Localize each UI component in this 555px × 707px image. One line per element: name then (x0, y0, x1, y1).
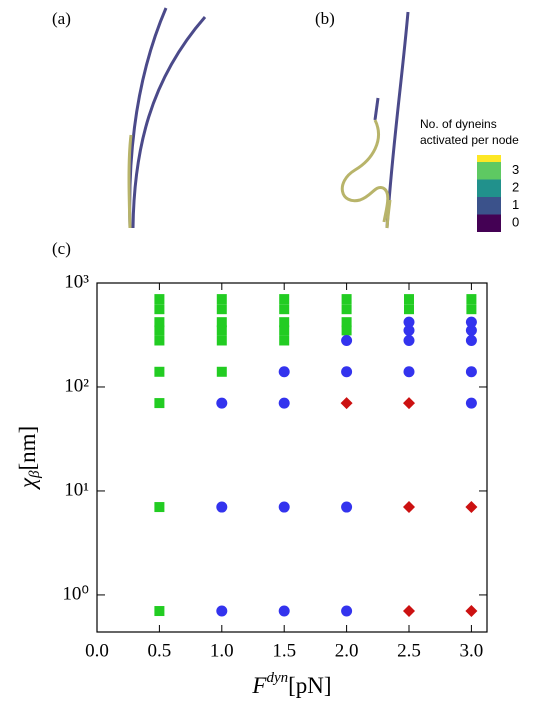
square-marker (216, 325, 227, 336)
panel-label: (a) (52, 9, 71, 28)
y-axis-label: χβ[nm] (15, 426, 43, 490)
x-tick-label: 1.0 (210, 640, 234, 661)
square-marker (341, 325, 352, 336)
square-marker (466, 304, 477, 315)
x-label-sup: dyn (266, 670, 288, 686)
diamond-marker (403, 501, 415, 514)
circle-marker (403, 334, 415, 346)
circle-marker (341, 501, 353, 513)
circle-marker (465, 316, 477, 328)
x-tick-label: 2.0 (335, 640, 359, 661)
x-label-unit: [pN] (288, 673, 331, 698)
square-marker (154, 606, 165, 617)
square-marker (404, 294, 414, 305)
diamond-marker (465, 501, 478, 514)
square-marker (404, 304, 414, 315)
square-marker (216, 317, 227, 328)
filaments-a (127, 7, 207, 229)
square-marker (279, 325, 290, 336)
square-marker (154, 502, 165, 513)
circle-marker (403, 316, 415, 328)
square-marker (341, 317, 352, 328)
filament-active (385, 199, 392, 229)
circle-marker (465, 324, 477, 336)
colorbar: 0 1 2 3 (477, 155, 519, 232)
circle-marker (403, 324, 415, 336)
filament-active (340, 119, 390, 223)
x-tick-label: 0.0 (85, 640, 109, 661)
filaments-b (340, 11, 410, 229)
y-tick-label: 10³ (64, 271, 89, 292)
square-marker (216, 294, 227, 305)
square-marker (466, 294, 477, 305)
colorbar-segment (477, 179, 501, 197)
square-marker (279, 294, 290, 305)
y-tick-label: 10² (64, 375, 89, 396)
circle-marker (278, 366, 290, 378)
circle-marker (465, 397, 477, 409)
filament (385, 11, 410, 229)
filament-active (127, 134, 133, 229)
y-label-sub: β (27, 470, 43, 479)
colorbar-title: activated per node (420, 133, 519, 147)
diamond-marker (403, 397, 415, 410)
plot: 0.0 0.5 1.0 1.5 2.0 2.5 3.0 10⁰ 10¹ 10² 10³ (62, 271, 487, 661)
colorbar-title: No. of dyneins (420, 117, 497, 131)
colorbar-tick-label: 2 (512, 180, 519, 195)
square-marker (341, 304, 352, 315)
diamond-marker (465, 605, 478, 618)
diamond-marker (340, 397, 353, 410)
circle-marker (278, 501, 290, 513)
panel-label: (c) (52, 239, 71, 258)
square-marker (216, 335, 227, 346)
circle-marker (341, 334, 353, 346)
x-tick-label: 1.5 (272, 640, 296, 661)
y-tick-label: 10¹ (64, 479, 89, 500)
circle-marker (403, 366, 415, 378)
square-marker (154, 325, 165, 336)
filament (373, 97, 380, 121)
y-label-symbol: χ (15, 477, 40, 490)
circle-marker (278, 605, 290, 617)
y-label-unit: [nm] (15, 426, 40, 471)
colorbar-tick-label: 3 (512, 162, 519, 177)
square-marker (154, 317, 165, 328)
colorbar-segment (477, 162, 501, 180)
filament (131, 16, 207, 229)
circle-marker (341, 605, 353, 617)
circle-marker (278, 397, 290, 409)
y-tick-label: 10⁰ (62, 583, 89, 604)
square-marker (216, 304, 227, 315)
x-tick-label: 0.5 (148, 640, 172, 661)
square-marker (154, 294, 165, 305)
circle-marker (216, 605, 228, 617)
x-label-symbol: F (251, 673, 267, 698)
circle-marker (341, 366, 353, 378)
square-marker (279, 335, 290, 346)
square-marker (154, 335, 165, 346)
panel-label: (b) (315, 9, 335, 28)
square-marker (279, 304, 290, 315)
square-marker (341, 294, 352, 305)
x-tick-label: 2.5 (397, 640, 421, 661)
plot-frame (96, 282, 488, 633)
circle-marker (216, 397, 228, 409)
colorbar-tick-label: 1 (512, 197, 519, 212)
circle-marker (216, 501, 228, 513)
colorbar-segment (477, 155, 501, 162)
colorbar-segment (477, 197, 501, 215)
diamond-marker (403, 605, 415, 618)
square-marker (279, 317, 290, 328)
circle-marker (465, 334, 477, 346)
square-marker (216, 366, 227, 377)
colorbar-tick-label: 0 (512, 215, 519, 230)
circle-marker (465, 366, 477, 378)
square-marker (154, 366, 165, 377)
x-tick-label: 3.0 (460, 640, 484, 661)
colorbar-segment (477, 214, 501, 232)
x-axis-label: Fdyn[pN] (251, 670, 331, 698)
square-marker (154, 304, 165, 315)
square-marker (154, 398, 165, 409)
